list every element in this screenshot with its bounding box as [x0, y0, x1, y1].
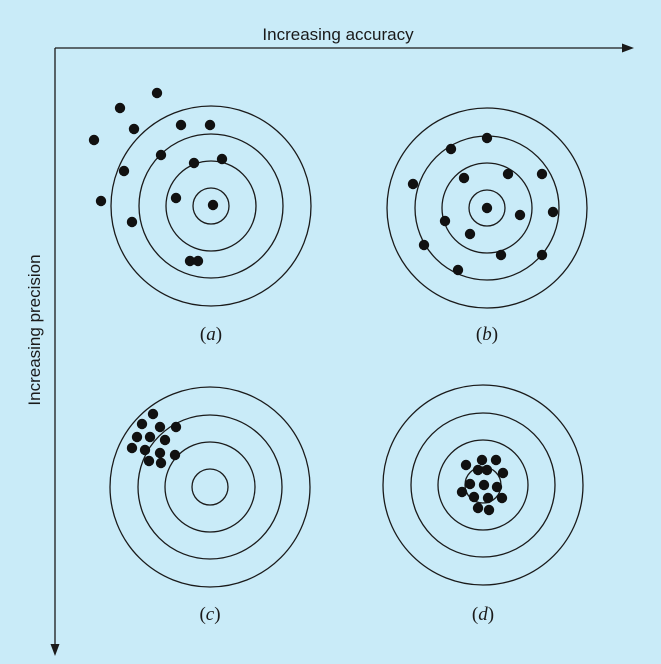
shot-dot: [490, 454, 502, 466]
panel-label-d: (d): [472, 604, 494, 625]
shot-cluster-b: [407, 132, 559, 276]
target-ring-middle: [410, 412, 556, 558]
shot-dot: [482, 492, 494, 504]
shot-dot: [536, 168, 548, 180]
target-ring-outer: [110, 105, 312, 307]
shot-dot: [192, 255, 204, 267]
target-ring-middle: [138, 133, 284, 279]
shot-dot: [139, 444, 151, 456]
shot-dot: [88, 134, 100, 146]
shot-dot: [472, 502, 484, 514]
shot-dot: [495, 249, 507, 261]
target-c: (c): [109, 386, 311, 625]
target-ring-inner: [164, 441, 256, 533]
shot-dot: [464, 228, 476, 240]
shot-dot: [154, 421, 166, 433]
shot-dot: [144, 431, 156, 443]
shot-dot: [547, 206, 559, 218]
target-ring-outer: [382, 384, 584, 586]
shot-dot: [170, 421, 182, 433]
shot-dot: [204, 119, 216, 131]
shot-dot: [184, 255, 196, 267]
shot-dot: [460, 459, 472, 471]
shot-cluster-d: [456, 454, 509, 516]
shot-dot: [126, 216, 138, 228]
shot-dot: [147, 408, 159, 420]
shot-dot: [536, 249, 548, 261]
shot-dot: [481, 202, 493, 214]
shot-dot: [502, 168, 514, 180]
shot-dot: [496, 492, 508, 504]
shot-cluster-a: [88, 87, 228, 267]
shot-dot: [478, 479, 490, 491]
shot-dot: [154, 447, 166, 459]
shot-dot: [407, 178, 419, 190]
shot-dot: [114, 102, 126, 114]
shot-dot: [458, 172, 470, 184]
shot-dot: [128, 123, 140, 135]
target-bullseye: [192, 187, 230, 225]
shot-cluster-c: [126, 408, 182, 469]
shot-dot: [468, 491, 480, 503]
shot-dot: [170, 192, 182, 204]
shot-dot: [452, 264, 464, 276]
shot-dot: [131, 431, 143, 443]
panel-label-a: (a): [200, 324, 222, 345]
shot-dot: [207, 199, 219, 211]
shot-dot: [169, 449, 181, 461]
target-ring-outer: [386, 107, 588, 309]
shot-dot: [155, 149, 167, 161]
shot-dot: [445, 143, 457, 155]
accuracy-axis-label: Increasing accuracy: [262, 25, 414, 44]
target-a: (a): [88, 87, 312, 345]
shot-dot: [481, 132, 493, 144]
shot-dot: [143, 455, 155, 467]
shot-dot: [126, 442, 138, 454]
target-ring-inner: [165, 160, 257, 252]
precision-axis-arrowhead: [50, 644, 60, 656]
target-b: (b): [386, 107, 588, 345]
shot-dot: [136, 418, 148, 430]
shot-dot: [514, 209, 526, 221]
shot-dot: [483, 504, 495, 516]
shot-dot: [188, 157, 200, 169]
shot-dot: [151, 87, 163, 99]
shot-dot: [497, 467, 509, 479]
shot-dot: [472, 464, 484, 476]
shot-dot: [95, 195, 107, 207]
accuracy-axis-arrowhead: [622, 43, 634, 53]
panel-label-c: (c): [199, 604, 220, 625]
shot-dot: [159, 434, 171, 446]
shot-dot: [439, 215, 451, 227]
target-ring-outer: [109, 386, 311, 588]
target-ring-inner: [441, 162, 533, 254]
panel-label-b: (b): [476, 324, 498, 345]
shot-dot: [476, 454, 488, 466]
target-bullseye: [468, 189, 506, 227]
shot-dot: [491, 481, 503, 493]
shot-dot: [464, 478, 476, 490]
target-ring-inner: [437, 439, 529, 531]
target-ring-middle: [137, 414, 283, 560]
shot-dot: [118, 165, 130, 177]
precision-axis-label: Increasing precision: [25, 254, 44, 405]
shot-dot: [216, 153, 228, 165]
shot-dot: [456, 486, 468, 498]
target-bullseye: [191, 468, 229, 506]
shot-dot: [155, 457, 167, 469]
target-d: (d): [382, 384, 584, 625]
shot-dot: [418, 239, 430, 251]
shot-dot: [175, 119, 187, 131]
shot-dot: [481, 464, 493, 476]
